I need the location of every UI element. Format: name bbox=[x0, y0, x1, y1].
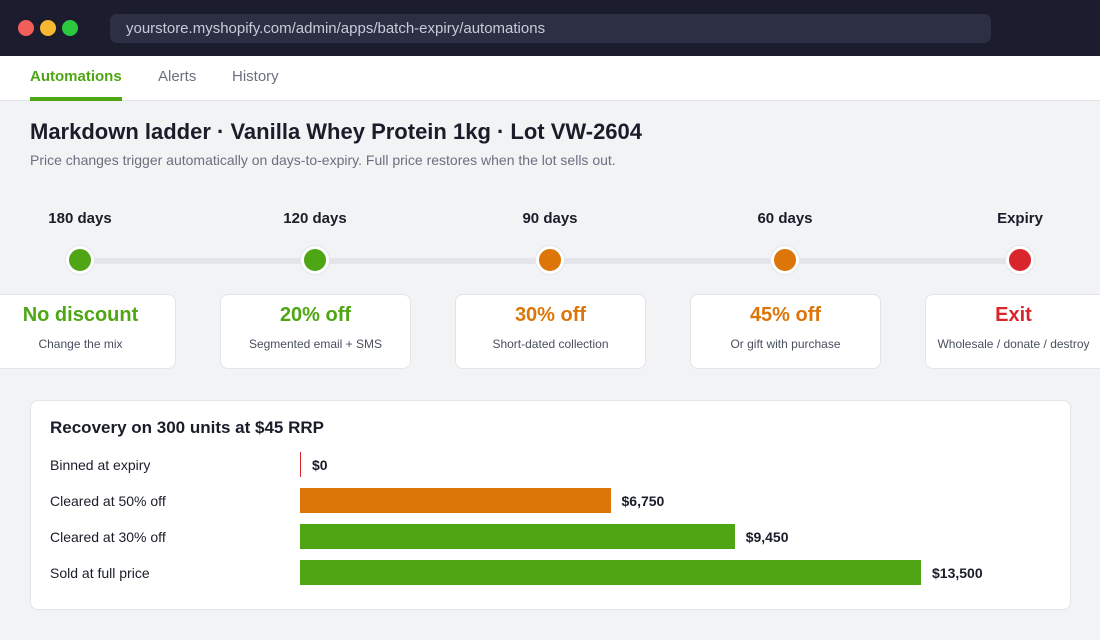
close-window-button[interactable] bbox=[18, 20, 34, 36]
step-action: 45% off bbox=[749, 304, 822, 326]
recovery-title: Recovery on 300 units at $45 RRP bbox=[50, 418, 325, 437]
recovery-bar-value: $6,750 bbox=[621, 493, 665, 509]
step-label: Expiry bbox=[997, 210, 1043, 227]
tab-history[interactable]: History bbox=[232, 68, 279, 85]
step-note: Change the mix bbox=[38, 337, 123, 351]
step-status-dot bbox=[66, 246, 94, 274]
recovery-bar-value: $13,500 bbox=[932, 565, 983, 581]
recovery-bar-value: $0 bbox=[312, 457, 328, 473]
step-note: Or gift with purchase bbox=[730, 337, 841, 351]
step-note: Segmented email + SMS bbox=[248, 337, 383, 351]
step-status-dot bbox=[536, 246, 564, 274]
recovery-chart-card: Recovery on 300 units at $45 RRP Binned … bbox=[30, 400, 1071, 610]
step-label: 120 days bbox=[283, 210, 347, 227]
recovery-row-label: Sold at full price bbox=[50, 565, 150, 581]
step-card[interactable]: Exit Wholesale / donate / destroy bbox=[925, 294, 1100, 369]
step-label: 60 days bbox=[757, 210, 813, 227]
tab-alerts[interactable]: Alerts bbox=[158, 68, 197, 85]
step-action: No discount bbox=[22, 304, 139, 326]
recovery-row-label: Binned at expiry bbox=[50, 457, 151, 473]
browser-bar: yourstore.myshopify.com/admin/apps/batch… bbox=[0, 0, 1100, 56]
step-status-dot bbox=[771, 246, 799, 274]
step-label: 180 days bbox=[48, 210, 112, 227]
step-card[interactable]: 20% off Segmented email + SMS bbox=[220, 294, 411, 369]
step-card[interactable]: 45% off Or gift with purchase bbox=[690, 294, 881, 369]
maximize-window-button[interactable] bbox=[62, 20, 78, 36]
step-action: 30% off bbox=[514, 304, 587, 326]
page-title: Markdown ladder · Vanilla Whey Protein 1… bbox=[30, 119, 643, 144]
step-status-dot bbox=[301, 246, 329, 274]
recovery-bar-value: $9,450 bbox=[745, 529, 789, 545]
recovery-row-label: Cleared at 30% off bbox=[50, 529, 166, 545]
minimize-window-button[interactable] bbox=[40, 20, 56, 36]
address-bar[interactable]: yourstore.myshopify.com/admin/apps/batch… bbox=[110, 14, 991, 43]
tab-automations[interactable]: Automations bbox=[30, 56, 122, 101]
tab-bar: Automations Alerts History bbox=[0, 56, 1100, 101]
recovery-bar bbox=[300, 488, 611, 513]
recovery-bar bbox=[300, 560, 921, 585]
recovery-bar bbox=[300, 452, 301, 477]
step-label: 90 days bbox=[522, 210, 578, 227]
page-subtitle: Price changes trigger automatically on d… bbox=[30, 152, 616, 168]
step-action: Exit bbox=[995, 304, 1032, 326]
step-note: Wholesale / donate / destroy bbox=[937, 337, 1090, 351]
step-action: 20% off bbox=[279, 304, 352, 326]
recovery-bar bbox=[300, 524, 735, 549]
recovery-row-label: Cleared at 50% off bbox=[50, 493, 166, 509]
step-note: Short-dated collection bbox=[492, 337, 609, 351]
step-card[interactable]: No discount Change the mix bbox=[0, 294, 176, 369]
step-card[interactable]: 30% off Short-dated collection bbox=[455, 294, 646, 369]
step-status-dot bbox=[1006, 246, 1034, 274]
